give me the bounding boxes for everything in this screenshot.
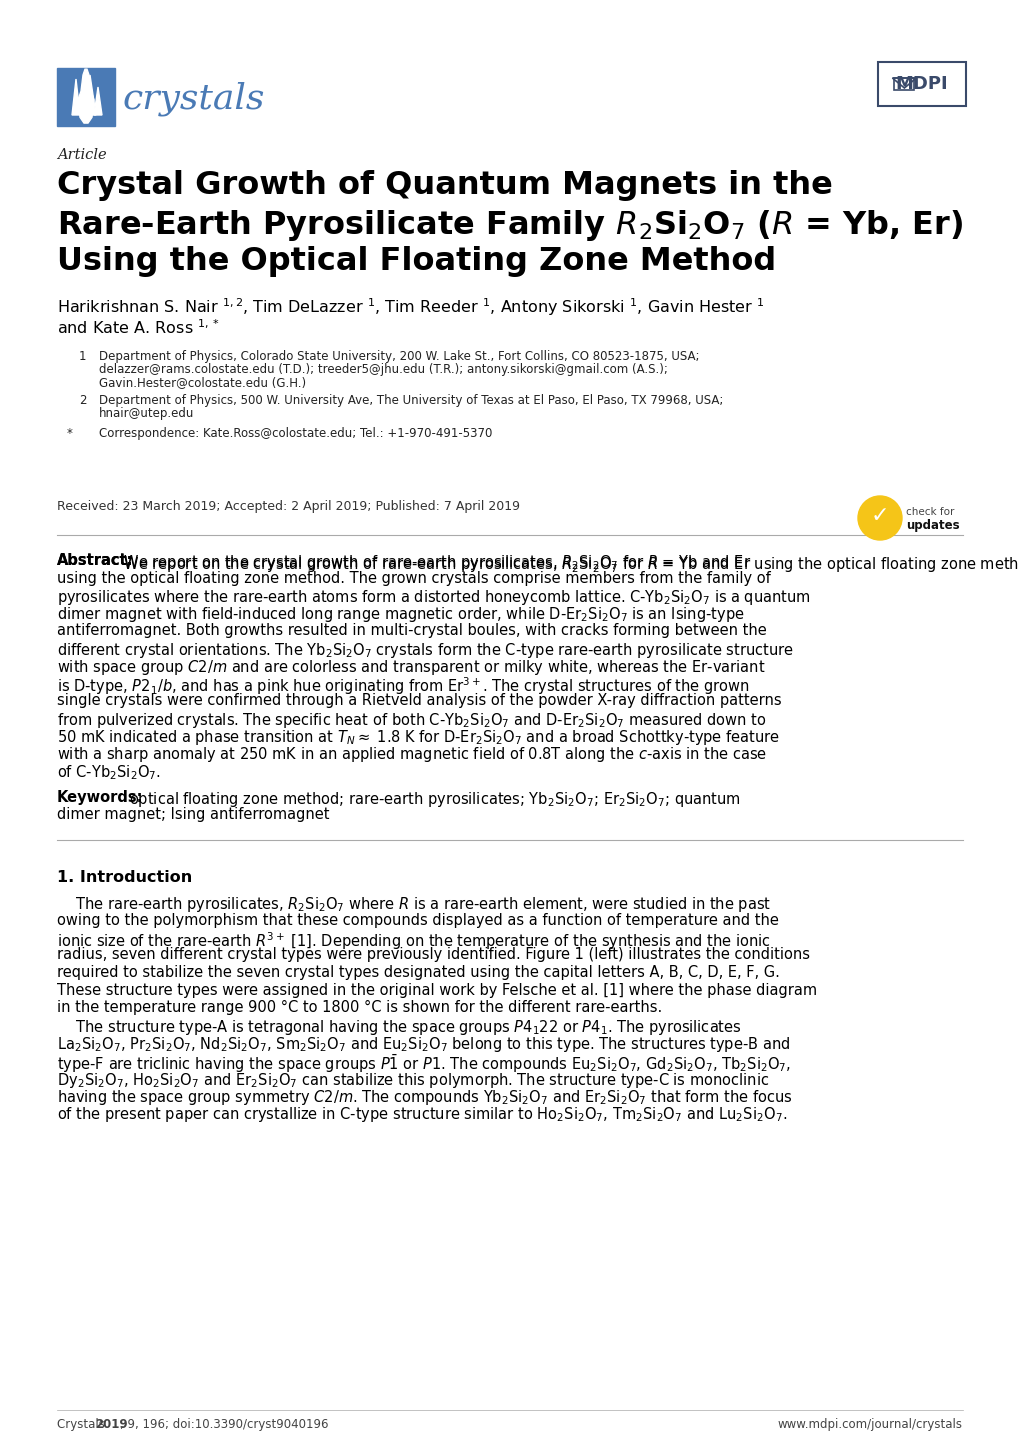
- Text: having the space group symmetry $C2/m$. The compounds Yb$_2$Si$_2$O$_7$ and Er$_: having the space group symmetry $C2/m$. …: [57, 1089, 792, 1107]
- Text: delazzer@rams.colostate.edu (T.D.); treeder5@jhu.edu (T.R.); antony.sikorski@gma: delazzer@rams.colostate.edu (T.D.); tree…: [99, 363, 667, 376]
- Text: type-F are triclinic having the space groups $P\bar{1}$ or $P1$. The compounds E: type-F are triclinic having the space gr…: [57, 1053, 791, 1076]
- Bar: [894, 78, 913, 89]
- Text: Abstract:: Abstract:: [57, 552, 133, 568]
- Bar: [877, 62, 965, 107]
- Polygon shape: [77, 69, 94, 123]
- Text: with space group $C2/m$ and are colorless and transparent or milky white, wherea: with space group $C2/m$ and are colorles…: [57, 658, 764, 676]
- Text: check for: check for: [905, 508, 954, 518]
- Text: 1. Introduction: 1. Introduction: [57, 870, 192, 885]
- Polygon shape: [72, 79, 79, 115]
- Text: The rare-earth pyrosilicates, $R_2$Si$_2$O$_7$ where $R$ is a rare-earth element: The rare-earth pyrosilicates, $R_2$Si$_2…: [57, 895, 770, 914]
- Text: Keywords:: Keywords:: [57, 790, 144, 805]
- Text: Abstract:: Abstract:: [57, 552, 133, 568]
- Text: in the temperature range 900 °C to 1800 °C is shown for the different rare-earth: in the temperature range 900 °C to 1800 …: [57, 999, 661, 1015]
- Text: single crystals were confirmed through a Rietveld analysis of the powder X-ray d: single crystals were confirmed through a…: [57, 694, 781, 708]
- Text: MDPI: MDPI: [895, 75, 948, 92]
- Text: Article: Article: [57, 149, 107, 162]
- Text: *: *: [67, 427, 72, 440]
- Text: hnair@utep.edu: hnair@utep.edu: [99, 407, 195, 420]
- Text: updates: updates: [905, 519, 959, 532]
- Circle shape: [857, 496, 901, 539]
- Text: www.mdpi.com/journal/crystals: www.mdpi.com/journal/crystals: [777, 1417, 962, 1430]
- Text: Rare-Earth Pyrosilicate Family $R_2$Si$_2$O$_7$ ($R$ = Yb, Er): Rare-Earth Pyrosilicate Family $R_2$Si$_…: [57, 208, 963, 244]
- Text: of the present paper can crystallize in C-type structure similar to Ho$_2$Si$_2$: of the present paper can crystallize in …: [57, 1106, 787, 1125]
- Text: Crystals: Crystals: [57, 1417, 108, 1430]
- Text: ✓: ✓: [870, 506, 889, 526]
- Text: Department of Physics, 500 W. University Ave, The University of Texas at El Paso: Department of Physics, 500 W. University…: [99, 394, 722, 407]
- Text: crystals: crystals: [122, 82, 264, 117]
- Polygon shape: [84, 75, 96, 115]
- Text: required to stabilize the seven crystal types designated using the capital lette: required to stabilize the seven crystal …: [57, 965, 780, 981]
- Text: Crystal Growth of Quantum Magnets in the: Crystal Growth of Quantum Magnets in the: [57, 170, 832, 200]
- Text: Correspondence: Kate.Ross@colostate.edu; Tel.: +1-970-491-5370: Correspondence: Kate.Ross@colostate.edu;…: [99, 427, 492, 440]
- Text: owing to the polymorphism that these compounds displayed as a function of temper: owing to the polymorphism that these com…: [57, 913, 779, 927]
- Text: Department of Physics, Colorado State University, 200 W. Lake St., Fort Collins,: Department of Physics, Colorado State Un…: [99, 350, 699, 363]
- Text: Received: 23 March 2019; Accepted: 2 April 2019; Published: 7 April 2019: Received: 23 March 2019; Accepted: 2 Apr…: [57, 500, 520, 513]
- Text: antiferromagnet. Both growths resulted in multi-crystal boules, with cracks form: antiferromagnet. Both growths resulted i…: [57, 623, 766, 637]
- Text: optical floating zone method; rare-earth pyrosilicates; Yb$_2$Si$_2$O$_7$; Er$_2: optical floating zone method; rare-earth…: [128, 790, 740, 809]
- Text: radius, seven different crystal types were previously identified. Figure 1 (left: radius, seven different crystal types we…: [57, 947, 809, 962]
- Text: pyrosilicates where the rare-earth atoms form a distorted honeycomb lattice. C-Y: pyrosilicates where the rare-earth atoms…: [57, 588, 810, 607]
- Text: dimer magnet with field-induced long range magnetic order, while D-Er$_2$Si$_2$O: dimer magnet with field-induced long ran…: [57, 606, 744, 624]
- Text: 1: 1: [78, 350, 87, 363]
- Text: dimer magnet; Ising antiferromagnet: dimer magnet; Ising antiferromagnet: [57, 808, 329, 822]
- Text: with a sharp anomaly at 250 mK in an applied magnetic field of 0.8T along the $c: with a sharp anomaly at 250 mK in an app…: [57, 746, 766, 764]
- Text: Using the Optical Floating Zone Method: Using the Optical Floating Zone Method: [57, 247, 775, 277]
- Text: Gavin.Hester@colostate.edu (G.H.): Gavin.Hester@colostate.edu (G.H.): [99, 376, 306, 389]
- Text: and Kate A. Ross $^{1,*}$: and Kate A. Ross $^{1,*}$: [57, 319, 220, 336]
- Text: ionic size of the rare-earth $R^{3+}$ [1]. Depending on the temperature of the s: ionic size of the rare-earth $R^{3+}$ [1…: [57, 930, 770, 952]
- Text: Dy$_2$Si$_2$O$_7$, Ho$_2$Si$_2$O$_7$ and Er$_2$Si$_2$O$_7$ can stabilize this po: Dy$_2$Si$_2$O$_7$, Ho$_2$Si$_2$O$_7$ and…: [57, 1070, 768, 1090]
- Text: 50 mK indicated a phase transition at $T_N \approx$ 1.8 K for D-Er$_2$Si$_2$O$_7: 50 mK indicated a phase transition at $T…: [57, 728, 780, 747]
- Text: We report on the crystal growth of rare-earth pyrosilicates, $R_2$Si$_2$O$_7$ fo: We report on the crystal growth of rare-…: [119, 552, 1019, 575]
- Text: The structure type-A is tetragonal having the space groups $P4_122$ or $P4_1$. T: The structure type-A is tetragonal havin…: [57, 1018, 741, 1037]
- Text: is D-type, $P2_1/b$, and has a pink hue originating from Er$^{3+}$. The crystal : is D-type, $P2_1/b$, and has a pink hue …: [57, 675, 749, 696]
- Bar: [57, 68, 115, 125]
- Text: from pulverized crystals. The specific heat of both C-Yb$_2$Si$_2$O$_7$ and D-Er: from pulverized crystals. The specific h…: [57, 711, 765, 730]
- Polygon shape: [94, 87, 102, 115]
- Text: These structure types were assigned in the original work by Felsche et al. [1] w: These structure types were assigned in t…: [57, 982, 816, 998]
- Text: 2: 2: [78, 394, 87, 407]
- Text: 2019: 2019: [95, 1417, 127, 1430]
- Text: different crystal orientations. The Yb$_2$Si$_2$O$_7$ crystals form the C-type r: different crystal orientations. The Yb$_…: [57, 640, 793, 659]
- Text: We report on the crystal growth of rare-earth pyrosilicates, $R_2$Si$_2$O$_7$ fo: We report on the crystal growth of rare-…: [119, 552, 751, 572]
- Text: La$_2$Si$_2$O$_7$, Pr$_2$Si$_2$O$_7$, Nd$_2$Si$_2$O$_7$, Sm$_2$Si$_2$O$_7$ and E: La$_2$Si$_2$O$_7$, Pr$_2$Si$_2$O$_7$, Nd…: [57, 1035, 790, 1054]
- Text: Harikrishnan S. Nair $^{1,2}$, Tim DeLazzer $^1$, Tim Reeder $^1$, Antony Sikors: Harikrishnan S. Nair $^{1,2}$, Tim DeLaz…: [57, 296, 764, 317]
- Text: , 9, 196; doi:10.3390/cryst9040196: , 9, 196; doi:10.3390/cryst9040196: [120, 1417, 328, 1430]
- Text: using the optical floating zone method. The grown crystals comprise members from: using the optical floating zone method. …: [57, 571, 770, 585]
- Text: of C-Yb$_2$Si$_2$O$_7$.: of C-Yb$_2$Si$_2$O$_7$.: [57, 763, 161, 782]
